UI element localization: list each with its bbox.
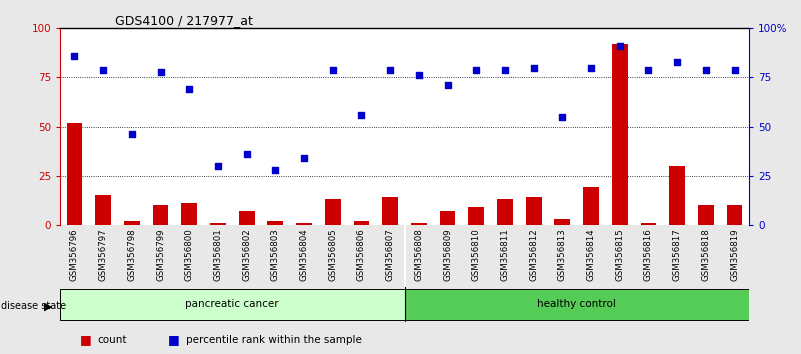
- Text: GSM356811: GSM356811: [501, 228, 509, 281]
- Text: disease state: disease state: [1, 301, 66, 311]
- Text: GSM356812: GSM356812: [529, 228, 538, 281]
- Text: GSM356796: GSM356796: [70, 228, 79, 281]
- Text: GSM356807: GSM356807: [385, 228, 395, 281]
- Text: GSM356817: GSM356817: [673, 228, 682, 281]
- Text: GSM356815: GSM356815: [615, 228, 624, 281]
- Text: percentile rank within the sample: percentile rank within the sample: [186, 335, 362, 345]
- Point: [498, 67, 511, 73]
- Text: GSM356806: GSM356806: [357, 228, 366, 281]
- Point: [211, 163, 224, 169]
- Point: [614, 43, 626, 49]
- Bar: [353, 221, 369, 225]
- Point: [413, 73, 425, 78]
- Point: [585, 65, 598, 70]
- Text: GSM356810: GSM356810: [472, 228, 481, 281]
- Point: [68, 53, 81, 59]
- Text: GSM356809: GSM356809: [443, 228, 452, 281]
- Bar: [405, 289, 749, 320]
- Text: count: count: [98, 335, 127, 345]
- Bar: [181, 203, 197, 225]
- Bar: [554, 219, 570, 225]
- Text: GSM356800: GSM356800: [185, 228, 194, 281]
- Point: [384, 67, 396, 73]
- Point: [97, 67, 110, 73]
- Text: GSM356813: GSM356813: [557, 228, 567, 281]
- Bar: [612, 44, 628, 225]
- Bar: [296, 223, 312, 225]
- Bar: [95, 195, 111, 225]
- Point: [355, 112, 368, 118]
- Point: [154, 69, 167, 74]
- Bar: [469, 207, 484, 225]
- Bar: [583, 188, 599, 225]
- Point: [699, 67, 712, 73]
- Text: GSM356818: GSM356818: [702, 228, 710, 281]
- Text: healthy control: healthy control: [537, 299, 616, 309]
- Bar: [66, 122, 83, 225]
- Bar: [153, 205, 168, 225]
- Point: [670, 59, 683, 64]
- Point: [441, 82, 454, 88]
- Text: GSM356804: GSM356804: [300, 228, 308, 281]
- Point: [642, 67, 655, 73]
- Bar: [670, 166, 685, 225]
- Point: [126, 132, 139, 137]
- Text: ■: ■: [80, 333, 92, 346]
- Text: GSM356798: GSM356798: [127, 228, 136, 281]
- Text: GSM356799: GSM356799: [156, 228, 165, 281]
- Bar: [698, 205, 714, 225]
- Bar: [124, 221, 139, 225]
- Point: [240, 151, 253, 157]
- Bar: [641, 223, 656, 225]
- Point: [470, 67, 483, 73]
- Text: GSM356801: GSM356801: [213, 228, 223, 281]
- Bar: [382, 197, 398, 225]
- Text: GDS4100 / 217977_at: GDS4100 / 217977_at: [115, 14, 253, 27]
- Text: GSM356803: GSM356803: [271, 228, 280, 281]
- Bar: [411, 223, 427, 225]
- Text: GSM356805: GSM356805: [328, 228, 337, 281]
- Text: GSM356808: GSM356808: [414, 228, 424, 281]
- Point: [298, 155, 311, 161]
- Point: [183, 86, 195, 92]
- Bar: [325, 199, 340, 225]
- Text: GSM356802: GSM356802: [242, 228, 252, 281]
- Text: GSM356816: GSM356816: [644, 228, 653, 281]
- Bar: [497, 199, 513, 225]
- Text: ▶: ▶: [43, 301, 52, 311]
- Text: GSM356819: GSM356819: [730, 228, 739, 281]
- Bar: [239, 211, 255, 225]
- Text: GSM356814: GSM356814: [586, 228, 596, 281]
- Bar: [727, 205, 743, 225]
- Point: [326, 67, 339, 73]
- Point: [269, 167, 282, 173]
- Point: [527, 65, 540, 70]
- Text: ■: ■: [168, 333, 180, 346]
- Text: GSM356797: GSM356797: [99, 228, 107, 281]
- Text: pancreatic cancer: pancreatic cancer: [186, 299, 279, 309]
- Bar: [440, 211, 456, 225]
- Point: [728, 67, 741, 73]
- Bar: [210, 223, 226, 225]
- Bar: [268, 221, 284, 225]
- Point: [556, 114, 569, 120]
- Bar: [60, 289, 405, 320]
- Bar: [525, 197, 541, 225]
